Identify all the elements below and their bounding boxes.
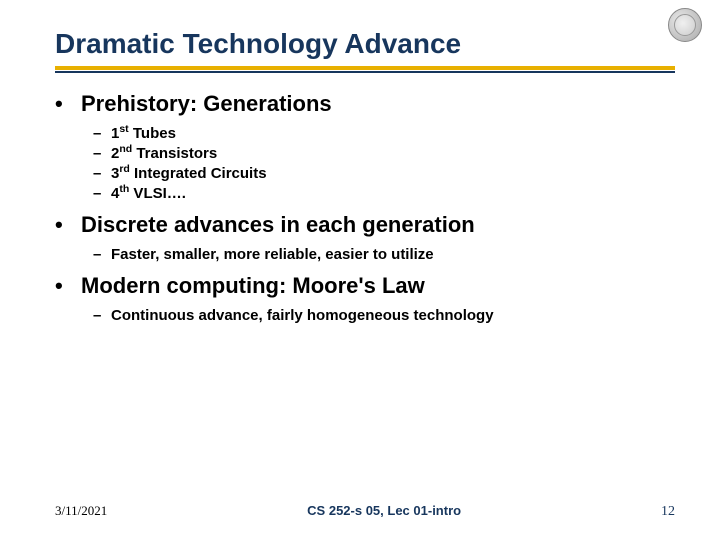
content-area: • Prehistory: Generations – 1st Tubes – … (55, 91, 675, 324)
bullet-dot-icon: • (55, 273, 81, 299)
bullet-text: Modern computing: Moore's Law (81, 273, 425, 299)
bullet-text: Prehistory: Generations (81, 91, 332, 117)
subitem-text: 2nd Transistors (111, 145, 217, 162)
subitem-text: Faster, smaller, more reliable, easier t… (111, 246, 434, 263)
subitem-ic: – 3rd Integrated Circuits (93, 165, 675, 182)
seal-logo (668, 8, 702, 42)
dash-icon: – (93, 165, 111, 182)
subitem-transistors: – 2nd Transistors (93, 145, 675, 162)
underline-navy (55, 71, 675, 73)
footer-page-number: 12 (661, 504, 675, 520)
seal-logo-inner (674, 14, 696, 36)
subitem-text: 3rd Integrated Circuits (111, 165, 267, 182)
subitem-text: Continuous advance, fairly homogeneous t… (111, 307, 494, 324)
footer-date: 3/11/2021 (55, 503, 107, 519)
dash-icon: – (93, 185, 111, 202)
slide: Dramatic Technology Advance • Prehistory… (0, 0, 720, 540)
subitem-faster: – Faster, smaller, more reliable, easier… (93, 246, 675, 263)
bullet-prehistory: • Prehistory: Generations (55, 91, 675, 117)
subitem-vlsi: – 4th VLSI…. (93, 185, 675, 202)
footer: 3/11/2021 CS 252-s 05, Lec 01-intro 12 (0, 503, 720, 520)
bullet-dot-icon: • (55, 91, 81, 117)
subitem-text: 1st Tubes (111, 125, 176, 142)
dash-icon: – (93, 246, 111, 263)
dash-icon: – (93, 145, 111, 162)
subitem-continuous: – Continuous advance, fairly homogeneous… (93, 307, 675, 324)
subitem-text: 4th VLSI…. (111, 185, 186, 202)
footer-course: CS 252-s 05, Lec 01-intro (307, 503, 461, 518)
underline-gold (55, 66, 675, 70)
subitem-tubes: – 1st Tubes (93, 125, 675, 142)
dash-icon: – (93, 307, 111, 324)
bullet-text: Discrete advances in each generation (81, 212, 475, 238)
slide-title: Dramatic Technology Advance (55, 28, 675, 60)
title-underline (55, 66, 675, 73)
bullet-discrete: • Discrete advances in each generation (55, 212, 675, 238)
bullet-moore: • Modern computing: Moore's Law (55, 273, 675, 299)
bullet-dot-icon: • (55, 212, 81, 238)
dash-icon: – (93, 125, 111, 142)
